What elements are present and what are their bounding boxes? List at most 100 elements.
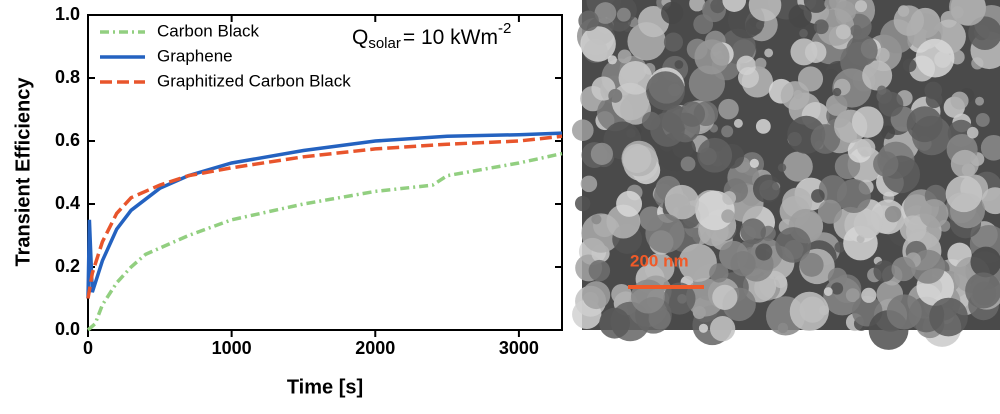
sem-particle bbox=[862, 60, 893, 91]
x-tick-label: 2000 bbox=[355, 338, 395, 358]
sem-particle bbox=[611, 283, 632, 305]
sem-particle bbox=[925, 91, 943, 109]
sem-particle bbox=[874, 47, 890, 63]
sem-particle bbox=[736, 55, 756, 76]
y-tick-label: 0.0 bbox=[55, 319, 80, 339]
sem-particle bbox=[950, 0, 987, 26]
sem-particle bbox=[906, 106, 943, 143]
sem-particle bbox=[834, 241, 846, 253]
plot-frame bbox=[87, 14, 563, 331]
sem-particle bbox=[836, 178, 871, 213]
sem-particle bbox=[664, 184, 700, 220]
sem-particle bbox=[823, 287, 833, 296]
sem-particle bbox=[790, 38, 818, 66]
sem-particle bbox=[599, 307, 630, 339]
y-tick-label: 0.8 bbox=[55, 67, 80, 87]
sem-particle bbox=[646, 71, 685, 111]
sem-particle bbox=[730, 250, 756, 277]
sem-particle bbox=[698, 323, 709, 333]
sem-particle bbox=[873, 260, 895, 282]
sem-particle bbox=[891, 256, 916, 282]
sem-particle bbox=[774, 275, 787, 289]
sem-particle bbox=[630, 279, 666, 314]
sem-particle bbox=[755, 21, 765, 30]
sem-particle bbox=[663, 282, 696, 315]
sem-particle bbox=[832, 68, 872, 108]
sem-particle bbox=[810, 124, 841, 154]
annotation-main: Q bbox=[352, 26, 368, 49]
sem-particle bbox=[722, 0, 747, 12]
sem-particle bbox=[929, 297, 968, 337]
sem-particle bbox=[733, 118, 743, 128]
sem-particle bbox=[981, 187, 1000, 215]
sem-particle bbox=[824, 0, 837, 10]
sem-particle bbox=[827, 267, 848, 288]
y-tick-label: 1.0 bbox=[55, 4, 80, 24]
sem-particle bbox=[663, 32, 684, 52]
sem-particle bbox=[884, 205, 902, 223]
sem-particle bbox=[975, 113, 990, 127]
y-axis-title: Transient Efficiency bbox=[12, 77, 34, 267]
sem-particle bbox=[945, 175, 983, 213]
sem-particle bbox=[975, 96, 984, 106]
legend-label: Carbon Black bbox=[157, 21, 260, 40]
sem-particle bbox=[718, 98, 739, 120]
sem-particle bbox=[893, 5, 925, 36]
sem-particle bbox=[710, 0, 725, 14]
sem-particle bbox=[968, 16, 1000, 50]
sem-particle bbox=[853, 209, 883, 239]
sem-particle bbox=[980, 134, 1000, 161]
sem-particle bbox=[899, 215, 927, 243]
x-tick-label: 3000 bbox=[499, 338, 539, 358]
sem-image bbox=[572, 0, 1000, 350]
sem-particle bbox=[749, 158, 759, 168]
y-tick-label: 0.4 bbox=[55, 193, 80, 213]
sem-particle bbox=[830, 282, 844, 295]
sem-particle bbox=[590, 142, 614, 165]
sem-particle bbox=[754, 57, 767, 70]
sem-particle bbox=[803, 0, 829, 13]
sem-particle bbox=[902, 58, 917, 73]
sem-particle bbox=[644, 252, 675, 283]
sem-particle bbox=[782, 151, 813, 182]
sem-particle bbox=[755, 243, 773, 261]
y-tick-label: 0.2 bbox=[55, 256, 80, 276]
legend-label: Graphene bbox=[157, 46, 233, 65]
sem-particle bbox=[594, 2, 617, 24]
sem-particle bbox=[775, 227, 812, 263]
scale-bar-label: 200 nm bbox=[630, 251, 689, 270]
sem-particle bbox=[622, 143, 652, 173]
sem-particle bbox=[878, 91, 904, 117]
sem-particle bbox=[857, 138, 876, 157]
sem-particle bbox=[813, 19, 829, 35]
sem-particle bbox=[877, 85, 887, 95]
sem-particle bbox=[846, 34, 878, 67]
sem-particle bbox=[789, 291, 829, 331]
sem-particle bbox=[721, 209, 735, 223]
annotation: Qsolar= 10 kWm-2 bbox=[352, 20, 511, 52]
sem-particle bbox=[835, 24, 851, 40]
sem-particle bbox=[915, 38, 955, 78]
annotation-rest: = 10 kWm bbox=[403, 26, 498, 49]
sem-particle bbox=[578, 10, 599, 32]
sem-particle bbox=[817, 199, 843, 224]
sem-particle bbox=[966, 126, 979, 139]
sem-particle bbox=[688, 65, 726, 102]
sem-particle bbox=[886, 294, 922, 330]
sem-particle bbox=[777, 163, 787, 172]
sem-particle bbox=[780, 81, 810, 111]
sem-particle bbox=[661, 1, 684, 25]
sem-particle bbox=[678, 243, 717, 282]
sem-particle bbox=[580, 26, 616, 62]
sem-particle bbox=[679, 101, 706, 127]
sem-particle bbox=[712, 284, 738, 310]
x-axis-title: Time [s] bbox=[287, 376, 363, 398]
series-line bbox=[86, 151, 563, 332]
sem-particle bbox=[851, 106, 884, 138]
sem-particle bbox=[799, 252, 824, 277]
sem-particle bbox=[950, 91, 969, 110]
sem-particle bbox=[574, 195, 591, 212]
sem-particle bbox=[588, 259, 611, 282]
sem-particle bbox=[799, 28, 808, 38]
